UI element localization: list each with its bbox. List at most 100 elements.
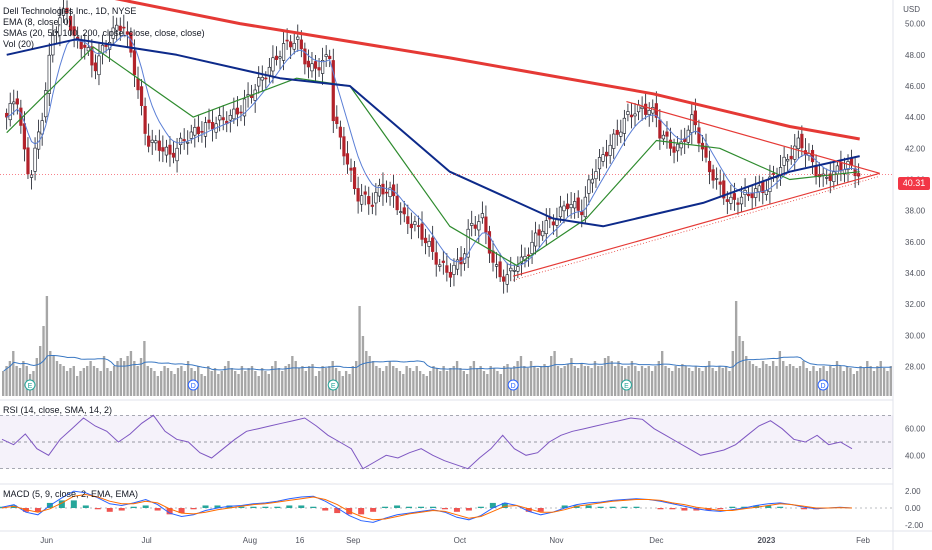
candle [306, 60, 311, 68]
candle [793, 145, 797, 160]
candle [782, 156, 786, 166]
volume-bar [459, 368, 462, 396]
volume-bar [560, 368, 563, 396]
macd-histogram-bar [118, 508, 125, 511]
candle [477, 221, 481, 231]
volume-bar [338, 371, 341, 396]
volume-bar [600, 366, 603, 396]
volume-bar [455, 361, 459, 396]
volume-bar [254, 371, 257, 396]
candle [729, 196, 733, 204]
currency-label: USD [903, 5, 920, 14]
volume-bar [768, 366, 771, 396]
volume-bar [351, 366, 355, 396]
candle [420, 223, 424, 240]
volume-bar [284, 366, 287, 396]
candle [519, 256, 524, 264]
volume-bar [52, 356, 55, 396]
candle [473, 224, 477, 229]
volume-bar [479, 366, 482, 396]
volume-bar [123, 361, 126, 396]
volume-bar [200, 374, 203, 396]
volume-bar [677, 368, 681, 396]
candle [207, 119, 211, 124]
volume-bar [99, 371, 102, 396]
candle [498, 261, 502, 278]
volume-bar [711, 368, 714, 396]
volume-bar [802, 361, 805, 396]
legend-smas[interactable]: SMAs (20, 50, 100, 200, close, close, cl… [3, 28, 205, 38]
volume-bar [856, 371, 859, 396]
candle [193, 127, 197, 136]
volume-bar [516, 361, 519, 396]
volume-bar [139, 358, 143, 396]
candle [161, 147, 165, 152]
volume-bar [704, 366, 708, 396]
candle [377, 185, 382, 197]
volume-bar [761, 361, 765, 396]
candle [132, 50, 137, 76]
volume-bar [247, 368, 250, 396]
macd-histogram-bar [310, 506, 317, 508]
macd-histogram-bar [274, 506, 281, 508]
candle [839, 161, 843, 172]
volume-bar [227, 361, 230, 396]
candle [171, 152, 176, 158]
macd-histogram-bar [609, 506, 616, 508]
macd-tick-label: 2.00 [905, 487, 921, 496]
volume-bar [89, 361, 92, 396]
legend-rsi[interactable]: RSI (14, close, SMA, 14, 2) [3, 405, 113, 415]
volume-bar [217, 374, 220, 396]
macd-histogram-bar [154, 508, 161, 511]
volume-bar [210, 371, 213, 396]
candle [235, 107, 240, 115]
candle [431, 237, 435, 252]
volume-bar [418, 371, 422, 396]
volume-bar [355, 361, 358, 396]
candle [505, 274, 509, 285]
volume-bar [136, 366, 139, 396]
volume-bar [291, 356, 294, 396]
macd-histogram-bar [561, 505, 568, 508]
volume-bar [580, 364, 583, 396]
candle [221, 117, 225, 121]
legend-symbol[interactable]: Dell Technologies Inc., 1D, NYSE [3, 6, 137, 16]
volume-bar [671, 371, 674, 396]
volume-bar [439, 371, 442, 396]
candle [26, 147, 30, 175]
volume-bar [697, 368, 701, 396]
candle [40, 120, 44, 135]
legend-volume[interactable]: Vol (20) [3, 39, 35, 49]
candle [732, 193, 737, 200]
volume-bar [523, 366, 526, 396]
volume-bar [650, 371, 654, 396]
macd-histogram-bar [657, 508, 664, 510]
volume-bar [274, 361, 277, 396]
candle [704, 145, 708, 158]
macd-histogram-bar [262, 506, 269, 508]
volume-bar [307, 366, 311, 396]
candle [413, 221, 417, 225]
time-tick-label: Feb [856, 536, 870, 545]
volume-bar [452, 366, 455, 396]
volume-bar [862, 368, 866, 396]
legend-ema[interactable]: EMA (8, close, 0) [3, 17, 72, 27]
volume-bar [281, 371, 284, 396]
candle [715, 178, 719, 180]
candle [601, 154, 605, 162]
volume-bar [59, 364, 62, 396]
candle [175, 147, 179, 162]
candle [608, 144, 612, 156]
candle [296, 36, 300, 40]
candle [381, 183, 385, 195]
macd-histogram-bar [729, 506, 736, 508]
time-tick-label: 2023 [757, 536, 775, 545]
volume-bar [550, 356, 553, 396]
volume-bar [613, 366, 617, 396]
volume-bar [576, 368, 580, 396]
candle [253, 89, 257, 101]
legend-macd[interactable]: MACD (5, 9, close, 2, EMA, EMA) [3, 489, 139, 499]
volume-bar [758, 368, 761, 396]
price-tick-label: 50.00 [905, 20, 926, 29]
